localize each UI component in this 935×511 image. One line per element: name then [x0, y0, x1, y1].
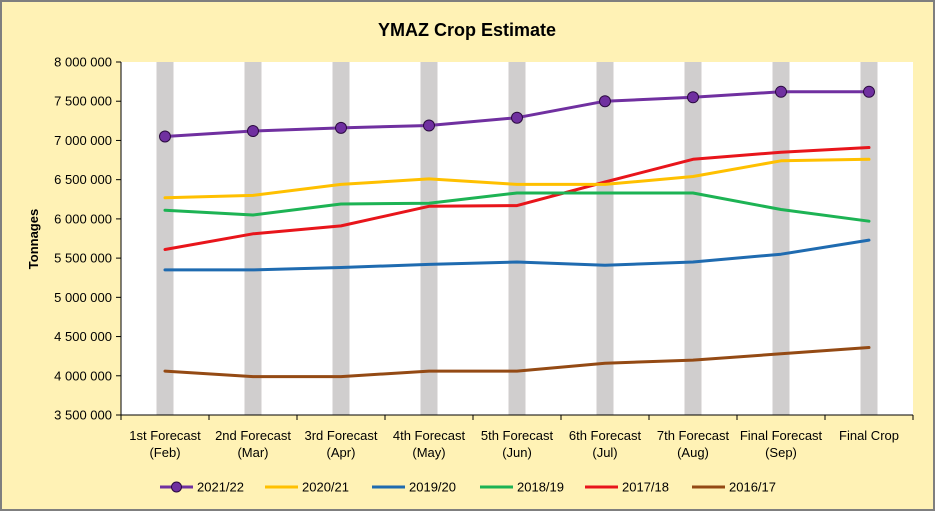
data-point-2021-22 [511, 111, 523, 124]
x-tick-label: 1st Forecast (Feb) [129, 428, 201, 460]
chart-title: YMAZ Crop Estimate [378, 20, 556, 40]
x-tick-label: Final Crop [839, 428, 899, 443]
y-tick-label: 8 000 000 [54, 55, 112, 70]
x-tick-label-line: (Sep) [765, 445, 797, 460]
legend-label-2017-18: 2017/18 [622, 480, 669, 495]
category-band [596, 62, 614, 415]
series-lines [159, 85, 875, 379]
category-band [508, 62, 526, 415]
x-tick-label-line: (Mar) [237, 445, 268, 460]
x-tick-label-line: Final Crop [839, 428, 899, 443]
category-band [156, 62, 174, 415]
y-tick-label: 6 000 000 [54, 211, 112, 226]
legend-label-2021-22: 2021/22 [197, 480, 244, 495]
x-tick-label-line: (May) [412, 445, 445, 460]
category-band [420, 62, 438, 415]
data-point-2021-22 [863, 85, 875, 98]
x-tick-label: 6th Forecast (Jul) [569, 428, 642, 460]
x-tick-label: 5th Forecast (Jun) [481, 428, 554, 460]
x-tick-label-line: 2nd Forecast [215, 428, 291, 443]
y-tick-label: 5 000 000 [54, 290, 112, 305]
category-band [244, 62, 262, 415]
data-point-2021-22 [775, 85, 787, 98]
y-tick-label: 4 000 000 [54, 368, 112, 383]
y-tick-label: 4 500 000 [54, 329, 112, 344]
category-band [684, 62, 702, 415]
x-tick-label: Final Forecast (Sep) [740, 428, 823, 460]
x-tick-label: 4th Forecast (May) [393, 428, 466, 460]
y-tick-label: 7 500 000 [54, 94, 112, 109]
series-line-2020-21 [163, 157, 871, 200]
x-tick-label-line: 1st Forecast [129, 428, 201, 443]
x-tick-label-line: (Aug) [677, 445, 709, 460]
x-tick-label-line: (Feb) [149, 445, 180, 460]
x-tick-label: 7th Forecast (Aug) [657, 428, 730, 460]
legend-label-2020-21: 2020/21 [302, 480, 349, 495]
series-line-2016-17 [163, 346, 871, 379]
x-tick-label-line: 7th Forecast [657, 428, 730, 443]
x-tick-label: 2nd Forecast (Mar) [215, 428, 291, 460]
series-line-2017-18 [163, 146, 871, 251]
y-tick-label: 7 000 000 [54, 133, 112, 148]
data-point-2021-22 [335, 121, 347, 134]
data-point-2021-22 [247, 125, 259, 138]
data-point-2021-22 [423, 119, 435, 132]
series-line-2019-20 [163, 238, 871, 272]
legend: 2021/22 2020/21 2019/20 2018/19 2017/18 2016/… [160, 480, 776, 495]
x-tick-label-line: Final Forecast [740, 428, 823, 443]
legend-label-2018-19: 2018/19 [517, 480, 564, 495]
legend-label-2019-20: 2019/20 [409, 480, 456, 495]
category-band [332, 62, 350, 415]
category-bands [156, 62, 878, 415]
x-tick-label-line: 4th Forecast [393, 428, 466, 443]
y-tick-label: 3 500 000 [54, 408, 112, 423]
y-tick-label: 6 500 000 [54, 172, 112, 187]
x-tick-label-line: 3rd Forecast [305, 428, 378, 443]
x-axis: 1st Forecast (Feb) 2nd Forecast (Mar) 3rd Fo… [120, 414, 914, 460]
data-point-2021-22 [599, 95, 611, 108]
y-axis-label: Tonnages [26, 209, 41, 269]
series-line-2018-19 [163, 191, 871, 223]
legend-label-2016-17: 2016/17 [729, 480, 776, 495]
category-band [772, 62, 790, 415]
x-tick-label: 3rd Forecast (Apr) [305, 428, 378, 460]
y-tick-label: 5 500 000 [54, 251, 112, 266]
y-axis: 3 500 000 4 000 000 4 500 000 5 000 000 5 50… [54, 55, 122, 423]
x-tick-label-line: (Apr) [327, 445, 356, 460]
x-tick-label-line: (Jun) [502, 445, 532, 460]
x-tick-label-line: 5th Forecast [481, 428, 554, 443]
legend-marker-2021-22 [171, 481, 182, 493]
data-point-2021-22 [159, 130, 171, 143]
category-band [860, 62, 878, 415]
data-point-2021-22 [687, 91, 699, 104]
x-tick-label-line: 6th Forecast [569, 428, 642, 443]
x-tick-label-line: (Jul) [592, 445, 617, 460]
